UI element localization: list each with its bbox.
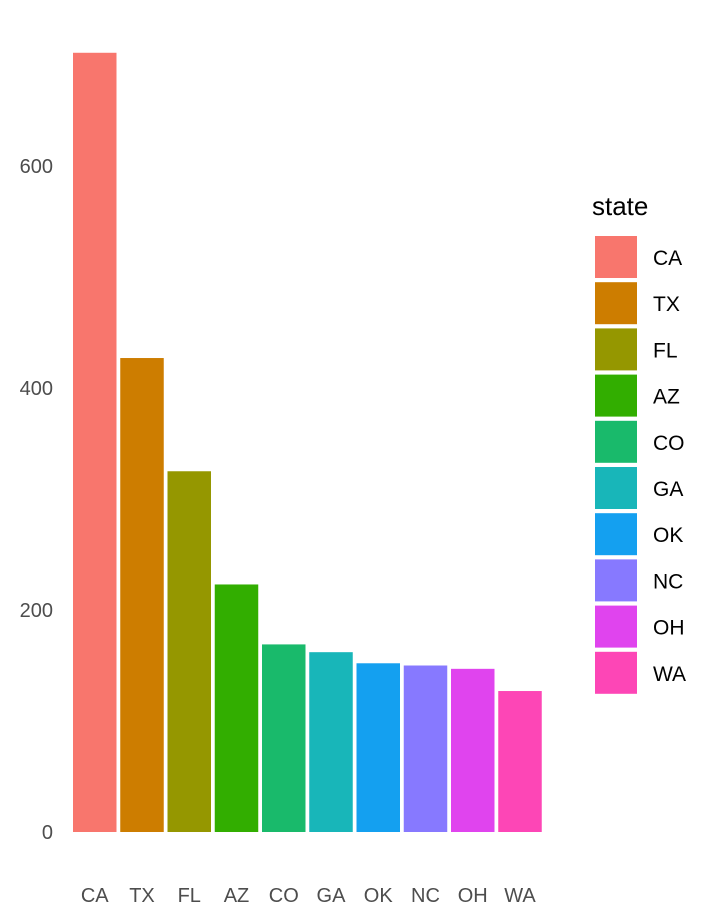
- legend-label: OH: [653, 617, 685, 640]
- legend-label: WA: [653, 663, 686, 686]
- y-axis-ticks: 0 200 400 600: [20, 156, 53, 844]
- bar-nc: [403, 665, 448, 832]
- legend-key-wa: [595, 651, 637, 694]
- legend-key-tx: [595, 282, 637, 325]
- legend-key-ga: [595, 467, 637, 509]
- legend-key-oh: [595, 605, 637, 648]
- x-tick-label: OH: [458, 885, 488, 907]
- legend-label: GA: [653, 478, 683, 501]
- legend-items: CA TX FL AZ CO GA OK NC OH WA: [595, 236, 686, 694]
- legend-key-az: [595, 374, 637, 417]
- y-tick-label: 0: [42, 822, 53, 844]
- bar-oh: [451, 668, 495, 832]
- legend-key-co: [595, 420, 637, 463]
- legend-key-nc: [595, 559, 637, 602]
- x-tick-label: WA: [504, 885, 536, 907]
- x-tick-label: GA: [317, 885, 347, 907]
- bar-ga: [309, 652, 353, 832]
- y-tick-label: 200: [20, 600, 53, 622]
- bar-co: [262, 644, 306, 832]
- legend-label: TX: [653, 293, 680, 316]
- y-tick-label: 600: [20, 156, 53, 178]
- x-tick-label: AZ: [224, 885, 250, 907]
- legend-label: AZ: [653, 386, 680, 409]
- x-tick-label: NC: [411, 885, 440, 907]
- legend-label: NC: [653, 570, 683, 593]
- legend-key-ok: [595, 513, 637, 556]
- x-tick-label: FL: [178, 885, 201, 907]
- bar-az: [214, 584, 259, 832]
- legend: state CA TX FL AZ CO GA OK NC OH WA: [592, 191, 686, 694]
- bar-fl: [167, 471, 211, 832]
- legend-label: CO: [653, 432, 685, 455]
- legend-label: OK: [653, 524, 683, 547]
- legend-label: CA: [653, 247, 682, 270]
- bar-ok: [356, 663, 400, 832]
- legend-key-ca: [595, 236, 637, 278]
- x-tick-label: OK: [364, 885, 394, 907]
- bar-ca: [73, 52, 117, 832]
- x-axis-ticks: CA TX FL AZ CO GA OK NC OH WA: [81, 885, 537, 907]
- x-tick-label: TX: [129, 885, 155, 907]
- legend-key-fl: [595, 328, 637, 371]
- bars: [73, 52, 542, 832]
- legend-label: FL: [653, 339, 678, 362]
- y-tick-label: 400: [20, 378, 53, 400]
- bar-wa: [498, 691, 542, 832]
- x-tick-label: CO: [269, 885, 299, 907]
- legend-title: state: [592, 191, 648, 221]
- x-tick-label: CA: [81, 885, 109, 907]
- bar-tx: [120, 358, 164, 832]
